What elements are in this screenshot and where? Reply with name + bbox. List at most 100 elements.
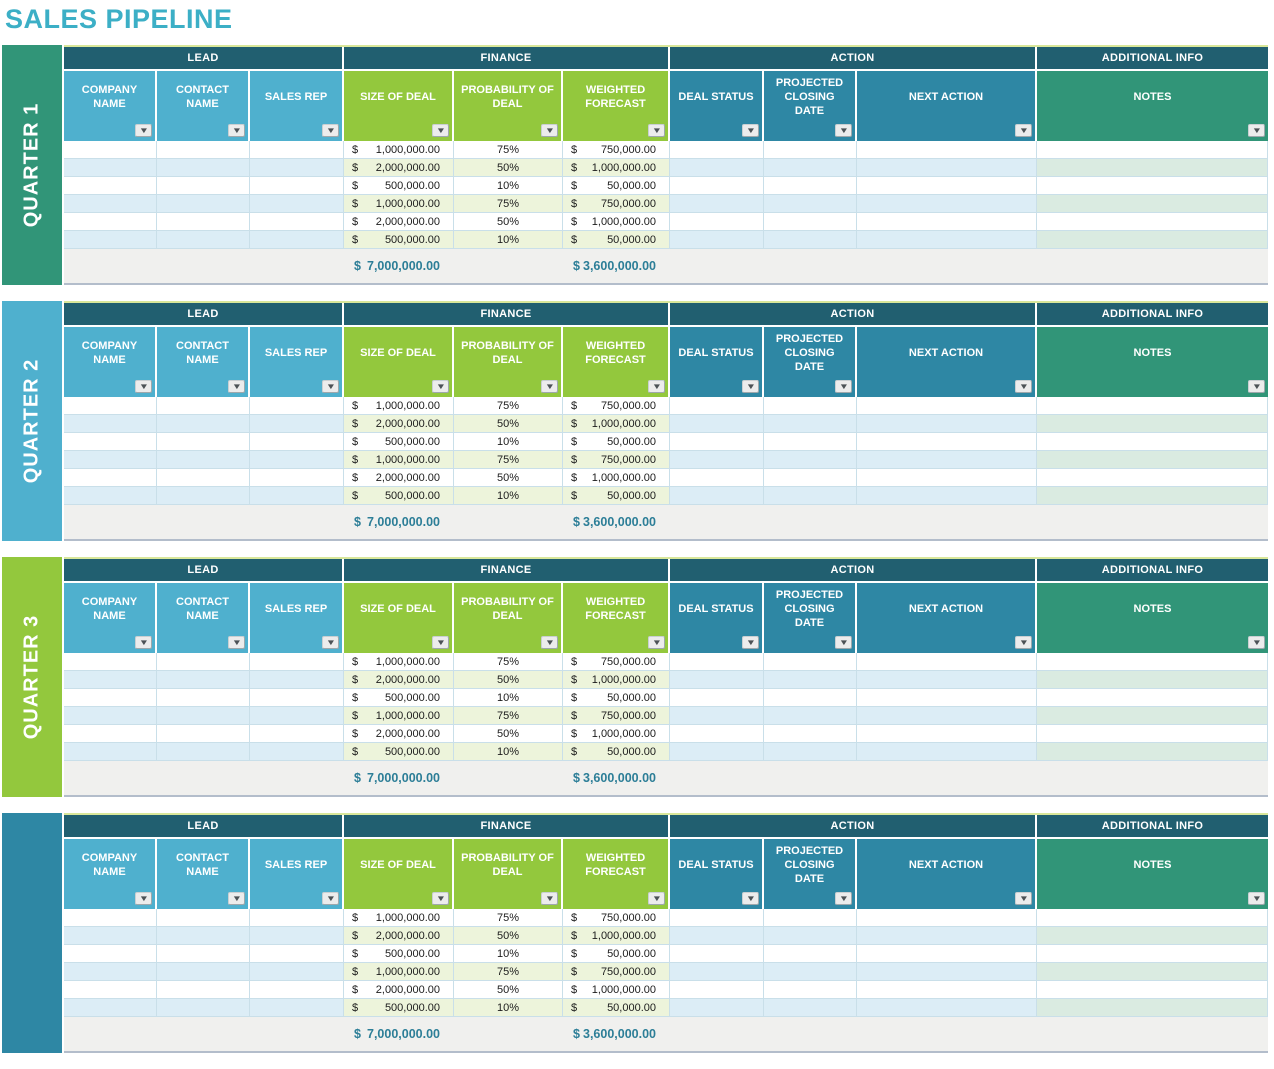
cell-contact-name[interactable] [157, 159, 250, 177]
cell-size-of-deal[interactable]: $2,000,000.00 [344, 159, 454, 177]
filter-dropdown-button[interactable]: ▼ [648, 636, 665, 649]
filter-dropdown-button[interactable]: ▼ [135, 892, 152, 905]
cell-size-of-deal[interactable]: $1,000,000.00 [344, 451, 454, 469]
cell-notes[interactable] [1037, 981, 1268, 999]
cell-notes[interactable] [1037, 945, 1268, 963]
cell-notes[interactable] [1037, 433, 1268, 451]
cell-projected-closing-date[interactable] [764, 433, 857, 451]
cell-weighted-forecast[interactable]: $750,000.00 [563, 653, 670, 671]
cell-projected-closing-date[interactable] [764, 159, 857, 177]
cell-probability-of-deal[interactable]: 75% [454, 397, 563, 415]
cell-probability-of-deal[interactable]: 10% [454, 177, 563, 195]
cell-size-of-deal[interactable]: $500,000.00 [344, 487, 454, 505]
filter-dropdown-button[interactable]: ▼ [541, 636, 558, 649]
cell-probability-of-deal[interactable]: 75% [454, 195, 563, 213]
cell-contact-name[interactable] [157, 213, 250, 231]
cell-notes[interactable] [1037, 743, 1268, 761]
cell-contact-name[interactable] [157, 653, 250, 671]
cell-next-action[interactable] [857, 433, 1037, 451]
cell-probability-of-deal[interactable]: 75% [454, 909, 563, 927]
cell-contact-name[interactable] [157, 689, 250, 707]
cell-sales-rep[interactable] [250, 981, 344, 999]
cell-sales-rep[interactable] [250, 141, 344, 159]
cell-company-name[interactable] [64, 927, 157, 945]
cell-size-of-deal[interactable]: $2,000,000.00 [344, 981, 454, 999]
cell-projected-closing-date[interactable] [764, 963, 857, 981]
cell-next-action[interactable] [857, 451, 1037, 469]
filter-dropdown-button[interactable]: ▼ [1248, 124, 1265, 137]
cell-sales-rep[interactable] [250, 195, 344, 213]
filter-dropdown-button[interactable]: ▼ [541, 380, 558, 393]
cell-weighted-forecast[interactable]: $1,000,000.00 [563, 469, 670, 487]
cell-next-action[interactable] [857, 415, 1037, 433]
cell-company-name[interactable] [64, 909, 157, 927]
cell-contact-name[interactable] [157, 433, 250, 451]
cell-contact-name[interactable] [157, 195, 250, 213]
cell-sales-rep[interactable] [250, 707, 344, 725]
filter-dropdown-button[interactable]: ▼ [322, 380, 339, 393]
cell-next-action[interactable] [857, 213, 1037, 231]
cell-probability-of-deal[interactable]: 75% [454, 963, 563, 981]
cell-next-action[interactable] [857, 177, 1037, 195]
filter-dropdown-button[interactable]: ▼ [1015, 892, 1032, 905]
filter-dropdown-button[interactable]: ▼ [648, 892, 665, 905]
cell-notes[interactable] [1037, 177, 1268, 195]
cell-projected-closing-date[interactable] [764, 671, 857, 689]
cell-contact-name[interactable] [157, 415, 250, 433]
cell-contact-name[interactable] [157, 177, 250, 195]
cell-company-name[interactable] [64, 415, 157, 433]
cell-size-of-deal[interactable]: $500,000.00 [344, 999, 454, 1017]
cell-weighted-forecast[interactable]: $1,000,000.00 [563, 981, 670, 999]
filter-dropdown-button[interactable]: ▼ [228, 892, 245, 905]
cell-weighted-forecast[interactable]: $1,000,000.00 [563, 725, 670, 743]
cell-deal-status[interactable] [670, 707, 764, 725]
cell-deal-status[interactable] [670, 177, 764, 195]
filter-dropdown-button[interactable]: ▼ [1248, 636, 1265, 649]
cell-next-action[interactable] [857, 707, 1037, 725]
cell-company-name[interactable] [64, 397, 157, 415]
cell-next-action[interactable] [857, 671, 1037, 689]
cell-size-of-deal[interactable]: $1,000,000.00 [344, 707, 454, 725]
cell-next-action[interactable] [857, 981, 1037, 999]
filter-dropdown-button[interactable]: ▼ [742, 380, 759, 393]
cell-projected-closing-date[interactable] [764, 909, 857, 927]
filter-dropdown-button[interactable]: ▼ [135, 636, 152, 649]
cell-projected-closing-date[interactable] [764, 141, 857, 159]
cell-contact-name[interactable] [157, 945, 250, 963]
cell-weighted-forecast[interactable]: $1,000,000.00 [563, 415, 670, 433]
cell-weighted-forecast[interactable]: $50,000.00 [563, 177, 670, 195]
cell-company-name[interactable] [64, 451, 157, 469]
cell-deal-status[interactable] [670, 433, 764, 451]
cell-projected-closing-date[interactable] [764, 927, 857, 945]
cell-weighted-forecast[interactable]: $50,000.00 [563, 689, 670, 707]
cell-size-of-deal[interactable]: $2,000,000.00 [344, 415, 454, 433]
cell-deal-status[interactable] [670, 141, 764, 159]
cell-weighted-forecast[interactable]: $750,000.00 [563, 195, 670, 213]
cell-projected-closing-date[interactable] [764, 177, 857, 195]
cell-deal-status[interactable] [670, 159, 764, 177]
cell-sales-rep[interactable] [250, 433, 344, 451]
cell-notes[interactable] [1037, 213, 1268, 231]
cell-deal-status[interactable] [670, 999, 764, 1017]
cell-sales-rep[interactable] [250, 159, 344, 177]
cell-weighted-forecast[interactable]: $50,000.00 [563, 231, 670, 249]
cell-contact-name[interactable] [157, 743, 250, 761]
cell-next-action[interactable] [857, 909, 1037, 927]
filter-dropdown-button[interactable]: ▼ [541, 124, 558, 137]
cell-sales-rep[interactable] [250, 397, 344, 415]
cell-notes[interactable] [1037, 653, 1268, 671]
cell-weighted-forecast[interactable]: $750,000.00 [563, 397, 670, 415]
cell-size-of-deal[interactable]: $1,000,000.00 [344, 141, 454, 159]
filter-dropdown-button[interactable]: ▼ [322, 892, 339, 905]
cell-company-name[interactable] [64, 231, 157, 249]
cell-deal-status[interactable] [670, 451, 764, 469]
filter-dropdown-button[interactable]: ▼ [835, 892, 852, 905]
cell-company-name[interactable] [64, 963, 157, 981]
cell-contact-name[interactable] [157, 725, 250, 743]
cell-weighted-forecast[interactable]: $1,000,000.00 [563, 213, 670, 231]
cell-next-action[interactable] [857, 195, 1037, 213]
cell-notes[interactable] [1037, 487, 1268, 505]
cell-weighted-forecast[interactable]: $750,000.00 [563, 707, 670, 725]
cell-size-of-deal[interactable]: $1,000,000.00 [344, 963, 454, 981]
cell-company-name[interactable] [64, 469, 157, 487]
